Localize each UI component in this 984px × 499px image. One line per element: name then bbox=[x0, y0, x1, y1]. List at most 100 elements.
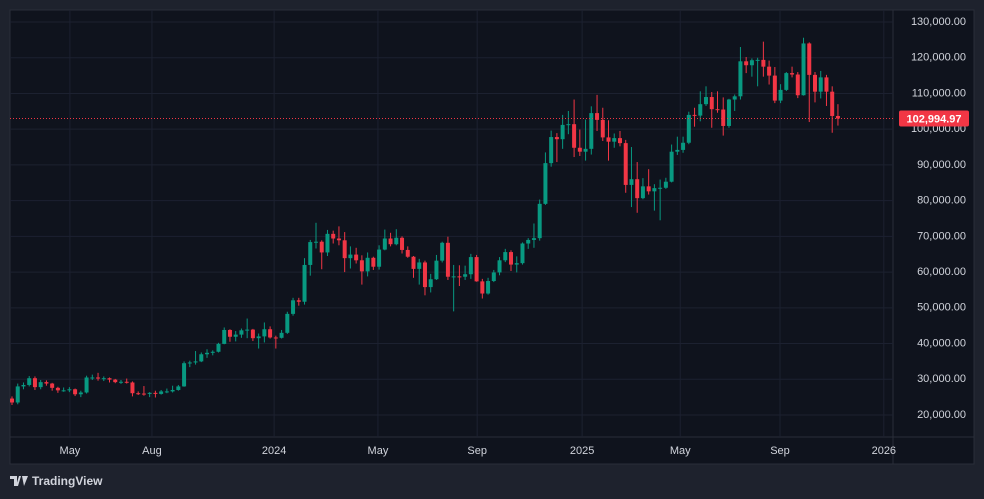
candle-body bbox=[526, 239, 531, 244]
candle-body bbox=[291, 300, 296, 314]
candle-body bbox=[566, 124, 571, 126]
candle-body bbox=[285, 313, 290, 333]
x-tick-label: May bbox=[368, 445, 389, 457]
candle-body bbox=[835, 115, 840, 119]
candle-body bbox=[239, 330, 244, 335]
y-tick-label: 80,000.00 bbox=[917, 195, 966, 207]
candle-body bbox=[434, 260, 439, 280]
candle-body bbox=[130, 382, 135, 394]
candle-body bbox=[262, 329, 267, 337]
candle-body bbox=[354, 254, 359, 261]
candle-body bbox=[577, 147, 582, 152]
candle-body bbox=[744, 61, 749, 66]
candle-body bbox=[509, 252, 514, 265]
candle-body bbox=[331, 233, 336, 239]
candle-body bbox=[27, 378, 32, 385]
candle-body bbox=[635, 179, 640, 199]
candle-body bbox=[698, 104, 703, 116]
x-tick-label: 2025 bbox=[570, 445, 594, 457]
candle-body bbox=[606, 137, 611, 142]
candles bbox=[10, 37, 893, 405]
candle-body bbox=[732, 96, 737, 100]
logo[interactable]: TradingView bbox=[10, 474, 103, 488]
candle-body bbox=[640, 186, 645, 199]
candle-body bbox=[514, 263, 519, 265]
candle-body bbox=[543, 163, 548, 204]
candle-body bbox=[612, 138, 617, 142]
candle-body bbox=[319, 241, 324, 253]
candle-body bbox=[503, 252, 508, 261]
candle-body bbox=[784, 73, 789, 90]
candle-body bbox=[801, 43, 806, 96]
candle-body bbox=[686, 114, 691, 143]
candle-body bbox=[824, 77, 829, 92]
candle-body bbox=[755, 59, 760, 61]
candle-body bbox=[141, 393, 146, 395]
candle-body bbox=[704, 97, 709, 105]
candle-body bbox=[778, 89, 783, 101]
candle-body bbox=[336, 238, 341, 241]
candle-body bbox=[623, 143, 628, 185]
candle-body bbox=[767, 66, 772, 76]
candle-body bbox=[457, 276, 462, 278]
candle-body bbox=[182, 363, 187, 387]
candle-body bbox=[583, 148, 588, 152]
candle-body bbox=[497, 260, 502, 273]
last-price-label: 102,994.97 bbox=[906, 113, 961, 125]
candle-body bbox=[32, 378, 37, 388]
candle-body bbox=[159, 391, 164, 394]
candle-body bbox=[589, 113, 594, 149]
candle-body bbox=[417, 262, 422, 269]
candle-body bbox=[84, 377, 89, 393]
candle-body bbox=[67, 389, 72, 391]
candle-body bbox=[268, 329, 273, 338]
candle-body bbox=[531, 238, 536, 240]
candle-body bbox=[480, 281, 485, 294]
candle-body bbox=[749, 60, 754, 66]
x-tick-label: May bbox=[670, 445, 691, 457]
y-tick-label: 130,000.00 bbox=[911, 16, 966, 28]
candle-body bbox=[520, 243, 525, 264]
x-tick-label: 2024 bbox=[262, 445, 286, 457]
y-tick-label: 30,000.00 bbox=[917, 373, 966, 385]
candle-body bbox=[681, 142, 686, 150]
candle-body bbox=[428, 279, 433, 288]
candle-body bbox=[325, 233, 330, 253]
last-price-badge bbox=[899, 110, 969, 127]
candle-body bbox=[296, 300, 301, 302]
candle-body bbox=[537, 203, 542, 239]
candle-body bbox=[365, 257, 370, 272]
candle-body bbox=[113, 379, 118, 383]
candle-body bbox=[210, 351, 215, 353]
logo-icon bbox=[10, 476, 28, 486]
y-tick-label: 50,000.00 bbox=[917, 302, 966, 314]
x-tick-label: May bbox=[60, 445, 81, 457]
candle-body bbox=[73, 389, 78, 395]
candle-body bbox=[692, 114, 697, 116]
candle-body bbox=[394, 237, 399, 245]
candle-body bbox=[302, 264, 307, 302]
chart-panel bbox=[9, 9, 975, 465]
candle-body bbox=[400, 237, 405, 250]
candle-body bbox=[554, 137, 559, 140]
candle-body bbox=[491, 272, 496, 282]
candle-body bbox=[812, 74, 817, 92]
candle-body bbox=[15, 386, 20, 403]
candle-body bbox=[445, 242, 450, 277]
candle-body bbox=[279, 332, 284, 338]
candle-body bbox=[313, 241, 318, 243]
x-tick-label: Aug bbox=[142, 445, 162, 457]
candle-body bbox=[617, 138, 622, 144]
candle-body bbox=[359, 260, 364, 272]
candle-body bbox=[440, 242, 445, 261]
candle-body bbox=[658, 187, 663, 189]
candle-body bbox=[10, 398, 15, 403]
candle-body bbox=[308, 242, 313, 265]
candle-body bbox=[101, 378, 106, 380]
y-tick-label: 70,000.00 bbox=[917, 230, 966, 242]
candle-body bbox=[348, 254, 353, 259]
candle-body bbox=[411, 256, 416, 269]
candle-body bbox=[549, 137, 554, 164]
candle-body bbox=[595, 113, 600, 120]
